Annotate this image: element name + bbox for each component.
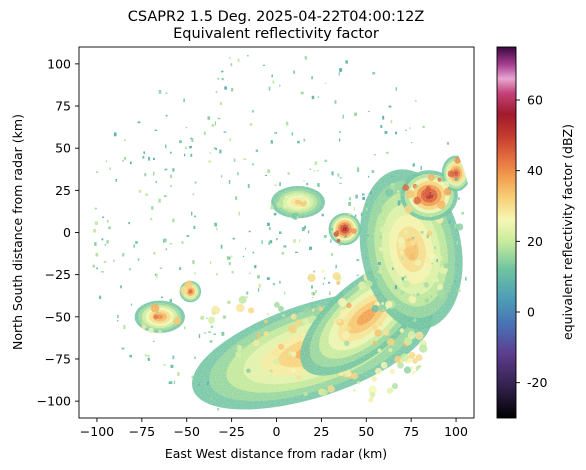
x-tick-label: 25 xyxy=(313,424,329,439)
y-tick: 0 xyxy=(63,225,79,240)
x-tick-label: 75 xyxy=(403,424,419,439)
colorbar-tick-label: 40 xyxy=(527,163,543,178)
x-tick: 100 xyxy=(444,418,468,439)
y-tick: 50 xyxy=(55,141,79,156)
chart-title-line1: CSAPR2 1.5 Deg. 2025-04-22T04:00:12Z xyxy=(128,9,425,25)
colorbar-tick: 0 xyxy=(516,305,535,320)
x-tick: 75 xyxy=(403,418,419,439)
y-tick: 100 xyxy=(47,56,79,71)
x-tick-label: −50 xyxy=(174,424,200,439)
y-tick: 75 xyxy=(55,99,79,114)
x-axis: −100 −75 −50 −25 0 25 50 75 100 xyxy=(80,418,468,439)
colorbar-tick: -20 xyxy=(516,375,547,390)
x-tick: −50 xyxy=(174,418,200,439)
colorbar-gradient xyxy=(496,46,517,419)
y-axis-label: North South distance from radar (km) xyxy=(10,114,25,350)
x-tick: −100 xyxy=(80,418,114,439)
y-tick-label: 75 xyxy=(55,99,71,114)
y-tick-label: −100 xyxy=(37,394,71,409)
colorbar-tick-label: -20 xyxy=(527,375,547,390)
radar-coverage xyxy=(79,47,474,418)
colorbar-tick-label: 20 xyxy=(527,234,543,249)
y-tick-label: −25 xyxy=(45,267,71,282)
colorbar-tick-label: 60 xyxy=(527,93,543,108)
x-tick-label: 0 xyxy=(273,424,281,439)
y-tick-label: 100 xyxy=(47,56,71,71)
x-tick: −75 xyxy=(129,418,155,439)
x-tick: 25 xyxy=(313,418,329,439)
y-tick-label: 25 xyxy=(55,183,71,198)
y-tick-label: 50 xyxy=(55,141,71,156)
x-tick: 0 xyxy=(273,418,281,439)
y-tick-label: −50 xyxy=(45,309,71,324)
colorbar-tick: 40 xyxy=(516,163,543,178)
reflectivity-field xyxy=(79,47,474,418)
x-tick: 50 xyxy=(358,418,374,439)
plot-area xyxy=(78,46,475,419)
texture-overlay xyxy=(79,47,474,418)
y-tick-label: 0 xyxy=(63,225,71,240)
colorbar-tick-label: 0 xyxy=(527,305,535,320)
x-tick: −25 xyxy=(218,418,245,439)
colorbar-ticks: -20 0 20 40 60 xyxy=(516,93,547,390)
colorbar-label: equivalent reflectivity factor (dBZ) xyxy=(560,124,575,340)
x-tick-label: −100 xyxy=(80,424,114,439)
x-tick-label: 50 xyxy=(358,424,374,439)
y-tick: −75 xyxy=(45,351,79,366)
y-tick: −25 xyxy=(45,267,79,282)
colorbar-tick: 60 xyxy=(516,93,543,108)
chart-title-line2: Equivalent reflectivity factor xyxy=(173,26,379,42)
x-tick-label: −25 xyxy=(218,424,244,439)
y-tick: −50 xyxy=(45,309,79,324)
x-axis-label: East West distance from radar (km) xyxy=(165,446,387,461)
x-tick-label: 100 xyxy=(444,424,468,439)
y-tick: 25 xyxy=(55,183,79,198)
y-axis: −100 −75 −50 −25 0 25 50 75 100 xyxy=(37,56,79,409)
colorbar-tick: 20 xyxy=(516,234,543,249)
y-tick: −100 xyxy=(37,394,79,409)
colorbar: -20 0 20 40 60 equivalent reflectivity facto… xyxy=(496,46,575,419)
x-tick-label: −75 xyxy=(129,424,155,439)
y-tick-label: −75 xyxy=(45,351,71,366)
